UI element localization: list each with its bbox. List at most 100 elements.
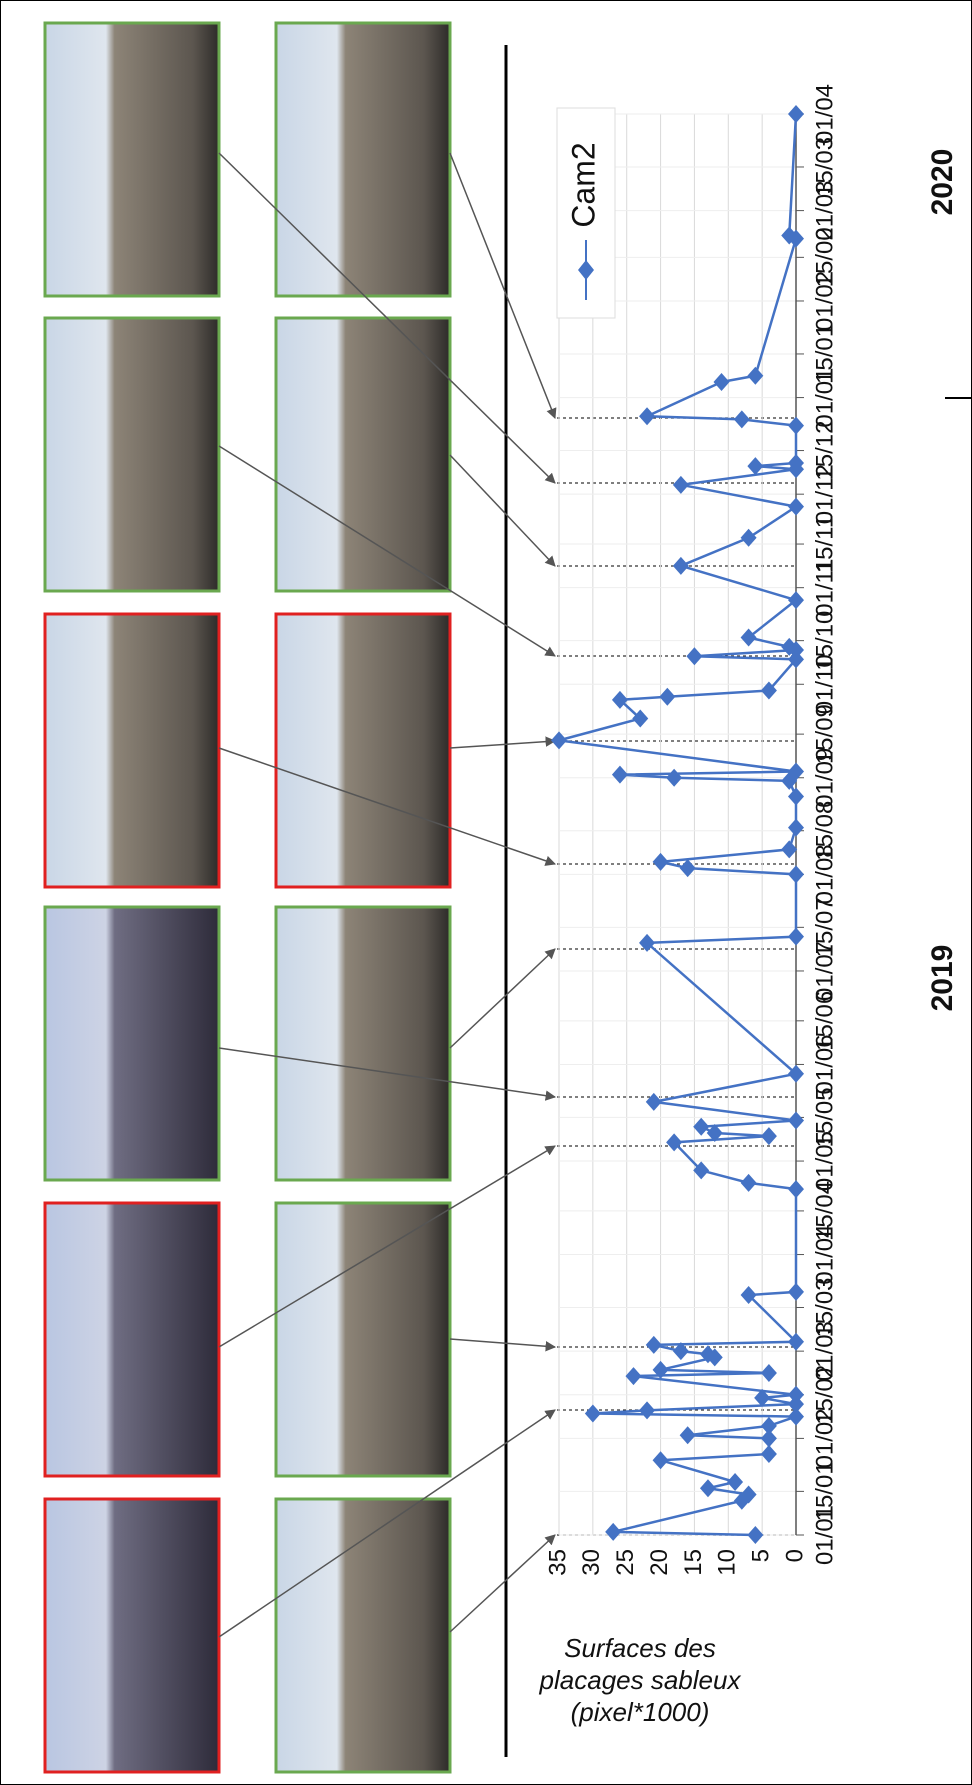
- series-line: [558, 113, 800, 1537]
- point: [760, 1363, 777, 1382]
- x-tick-label: 01/01: [811, 1505, 838, 1565]
- x-tick-label: 15/10: [811, 611, 838, 671]
- point: [788, 650, 804, 669]
- point: [666, 768, 683, 787]
- legend-label: Cam2: [565, 142, 601, 227]
- point: [686, 647, 703, 666]
- x-tick-label: 15/03: [811, 1277, 838, 1337]
- y-tick-label: 0: [781, 1549, 808, 1562]
- point: [645, 1335, 662, 1354]
- x-tick-label: 01/03: [811, 1321, 838, 1381]
- photo: [274, 905, 452, 1182]
- arrow: [449, 1338, 557, 1352]
- x-tick-label: 01/09: [811, 748, 838, 808]
- point: [693, 1161, 710, 1180]
- point: [672, 1342, 689, 1361]
- photo: [274, 21, 452, 298]
- point: [645, 1092, 662, 1111]
- point: [788, 818, 804, 837]
- x-tick-label: 15/09: [811, 704, 838, 764]
- point: [740, 1173, 757, 1192]
- point: [760, 1429, 777, 1448]
- point: [733, 410, 750, 429]
- point: [781, 840, 798, 859]
- axis-title: placages sableux: [539, 1665, 742, 1695]
- point: [652, 1360, 669, 1379]
- point: [605, 1522, 622, 1541]
- arrow: [218, 445, 556, 657]
- year-label: 2019: [926, 945, 959, 1012]
- point: [747, 366, 764, 385]
- point: [706, 1124, 723, 1143]
- x-tick-label: 15/12: [811, 421, 838, 481]
- point: [760, 681, 777, 700]
- point: [788, 1395, 804, 1414]
- point: [639, 1401, 656, 1420]
- point: [760, 1127, 777, 1146]
- point: [693, 1117, 710, 1136]
- point: [788, 497, 804, 516]
- arrow: [218, 152, 556, 484]
- arrow: [449, 1534, 556, 1633]
- y-tick-label: 30: [578, 1549, 605, 1576]
- arrow: [218, 1047, 557, 1101]
- x-tick-label: 01/04: [811, 1225, 838, 1285]
- point: [652, 1451, 669, 1470]
- legend: Cam2: [556, 107, 616, 319]
- y-tick-label: 10: [714, 1549, 741, 1576]
- point: [788, 454, 804, 473]
- links: [218, 152, 796, 1638]
- point: [788, 1064, 804, 1083]
- point: [679, 859, 696, 878]
- axis-title: (pixel*1000): [571, 1697, 710, 1727]
- y-tick-label: 5: [747, 1549, 774, 1562]
- point: [672, 556, 689, 575]
- x-tick-label: 01/06: [811, 1034, 838, 1094]
- point: [740, 1286, 757, 1305]
- point: [699, 1345, 716, 1364]
- y-tick-label: 25: [612, 1549, 639, 1576]
- point: [788, 1332, 804, 1351]
- point: [672, 475, 689, 494]
- point: [639, 933, 656, 952]
- x-tick-label: 15/01: [811, 1461, 838, 1521]
- point: [754, 1388, 771, 1407]
- x-tick-label: 15/08: [811, 801, 838, 861]
- point: [747, 457, 764, 476]
- x-tick-label: 15/11: [811, 515, 838, 573]
- point: [788, 591, 804, 610]
- photo: [43, 905, 221, 1182]
- arrow: [449, 454, 556, 567]
- point: [760, 1416, 777, 1435]
- point: [788, 865, 804, 884]
- x-tick-label: 01/03: [811, 181, 838, 241]
- photo-grid: [43, 21, 452, 1774]
- point: [652, 852, 669, 871]
- photo: [43, 612, 221, 889]
- point: [788, 1407, 804, 1426]
- point: [788, 1111, 804, 1130]
- x-tick-label: 01/07: [811, 941, 838, 1001]
- x-tick-label: 15/01: [811, 324, 838, 384]
- point: [639, 407, 656, 426]
- arrow: [218, 1409, 556, 1638]
- photo: [274, 1497, 452, 1774]
- y-tick-label: 35: [544, 1549, 571, 1576]
- x-tick-label: 15/03: [811, 137, 838, 197]
- x-tick-label: 15/05: [811, 1087, 838, 1147]
- x-tick-label: 15/06: [811, 991, 838, 1051]
- x-tick-label: 15/07: [811, 897, 838, 957]
- arrow: [218, 747, 556, 866]
- x-tick-label: 01/01: [811, 368, 838, 428]
- x-tick-label: 15/04: [811, 1181, 838, 1241]
- point: [666, 1133, 683, 1152]
- point: [781, 637, 798, 656]
- x-tick-label: 01/11: [811, 559, 838, 617]
- x-tick-label: 01/10: [811, 654, 838, 714]
- point: [659, 687, 676, 706]
- point: [760, 1444, 777, 1463]
- point: [699, 1479, 716, 1498]
